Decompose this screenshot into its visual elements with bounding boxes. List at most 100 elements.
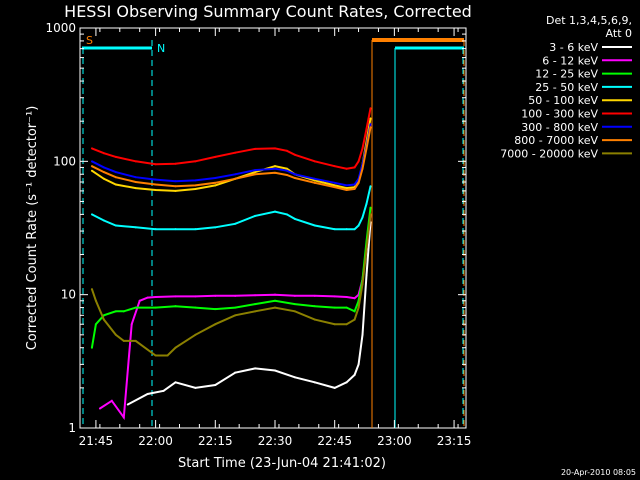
data-point xyxy=(134,180,137,183)
data-point xyxy=(98,407,101,410)
data-point xyxy=(90,288,93,291)
data-point xyxy=(293,310,296,313)
legend-label: 7000 - 20000 keV xyxy=(500,147,598,160)
data-point xyxy=(345,296,348,299)
data-point xyxy=(234,222,237,225)
data-point xyxy=(345,228,348,231)
data-point xyxy=(102,166,105,169)
x-axis-label: Start Time (23-Jun-04 21:41:02) xyxy=(178,456,386,471)
data-point xyxy=(214,176,217,179)
legend-header-line2: Att 0 xyxy=(606,27,632,40)
data-point xyxy=(114,183,117,186)
data-point xyxy=(273,369,276,372)
series-line-6 xyxy=(91,124,372,187)
data-point xyxy=(162,389,165,392)
data-point xyxy=(214,308,217,311)
data-point xyxy=(234,371,237,374)
data-point xyxy=(333,184,336,187)
data-point xyxy=(345,184,348,187)
n-label: N xyxy=(157,42,165,55)
legend-label: 12 - 25 keV xyxy=(535,68,598,81)
data-point xyxy=(361,283,364,286)
data-point xyxy=(90,160,93,163)
data-point xyxy=(345,323,348,326)
data-point xyxy=(254,169,257,172)
data-point xyxy=(134,160,137,163)
data-point xyxy=(174,228,177,231)
data-point xyxy=(313,318,316,321)
x-tick-label: 22:45 xyxy=(317,434,352,448)
legend-label: 300 - 800 keV xyxy=(521,121,598,134)
data-point xyxy=(365,274,368,277)
x-tick-label: 23:15 xyxy=(437,434,472,448)
data-point xyxy=(361,216,364,219)
data-point xyxy=(273,306,276,309)
data-point xyxy=(353,166,356,169)
series-group xyxy=(90,107,372,421)
data-point xyxy=(365,248,368,251)
data-point xyxy=(174,305,177,308)
data-point xyxy=(174,295,177,298)
legend-label: 50 - 100 keV xyxy=(528,94,598,107)
data-point xyxy=(138,299,141,302)
data-point xyxy=(369,117,372,120)
data-point xyxy=(369,107,372,110)
x-tick-label: 22:15 xyxy=(198,434,233,448)
data-point xyxy=(254,310,257,313)
data-point xyxy=(214,226,217,229)
data-point xyxy=(126,403,129,406)
data-point xyxy=(285,169,288,172)
x-tick-label: 22:00 xyxy=(138,434,173,448)
data-point xyxy=(102,177,105,180)
data-point xyxy=(146,296,149,299)
data-point xyxy=(114,333,117,336)
data-point xyxy=(345,188,348,191)
data-point xyxy=(174,189,177,192)
data-point xyxy=(313,181,316,184)
data-point xyxy=(174,180,177,183)
data-point xyxy=(285,173,288,176)
data-point xyxy=(293,176,296,179)
data-point xyxy=(254,214,257,217)
data-point xyxy=(369,123,372,126)
data-point xyxy=(234,151,237,154)
data-point xyxy=(154,183,157,186)
data-point xyxy=(285,167,288,170)
data-point xyxy=(122,339,125,342)
data-point xyxy=(234,294,237,297)
data-point xyxy=(102,318,105,321)
y-tick-label: 10 xyxy=(61,288,76,302)
y-axis-label: Corrected Count Rate (s⁻¹ detector⁻¹) xyxy=(25,106,40,351)
data-point xyxy=(194,333,197,336)
data-point xyxy=(333,186,336,189)
data-point xyxy=(353,183,356,186)
footer-timestamp: 20-Apr-2010 08:05 xyxy=(561,468,636,477)
x-tick-label: 23:00 xyxy=(377,434,412,448)
data-point xyxy=(194,188,197,191)
data-point xyxy=(369,206,372,209)
data-point xyxy=(194,179,197,182)
data-point xyxy=(285,213,288,216)
data-point xyxy=(369,213,372,216)
data-point xyxy=(333,323,336,326)
data-point xyxy=(214,323,217,326)
x-tick-label: 21:45 xyxy=(79,434,114,448)
series-line-1 xyxy=(99,214,372,421)
data-point xyxy=(365,127,368,130)
y-tick-label: 1 xyxy=(68,421,76,435)
data-point xyxy=(174,162,177,165)
data-point xyxy=(369,185,372,188)
data-point xyxy=(313,224,316,227)
data-point xyxy=(353,228,356,231)
data-point xyxy=(134,339,137,342)
data-point xyxy=(90,346,93,349)
data-point xyxy=(313,177,316,180)
data-point xyxy=(273,165,276,168)
data-point xyxy=(345,187,348,190)
data-point xyxy=(122,416,125,419)
series-line-8 xyxy=(90,214,372,357)
data-point xyxy=(234,177,237,180)
data-point xyxy=(357,363,360,366)
